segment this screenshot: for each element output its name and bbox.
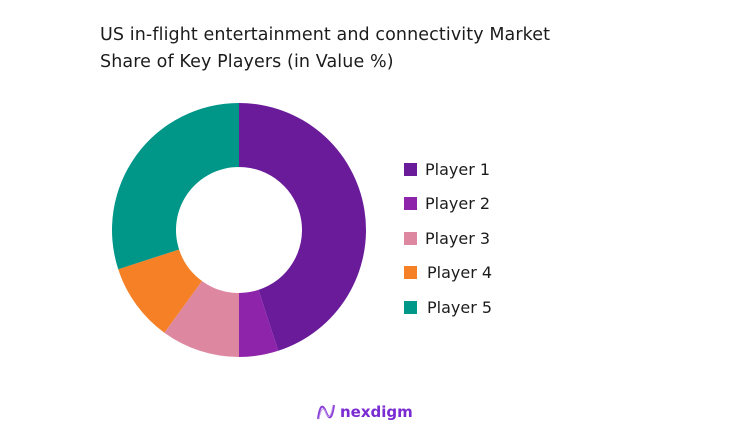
legend: Player 1 Player 2 Player 3 Player 4 Play… [404, 152, 492, 325]
chart-title: US in-flight entertainment and connectiv… [100, 22, 550, 76]
donut-slices [112, 103, 366, 357]
legend-swatch [404, 300, 417, 314]
legend-label: Player 3 [425, 228, 491, 248]
legend-swatch [404, 266, 417, 280]
nexdigm-wave-logo-icon [317, 404, 335, 420]
donut-slice-player-3 [164, 280, 239, 357]
donut-slice-player-1 [239, 103, 366, 351]
legend-label: Player 2 [425, 194, 491, 214]
donut-slice-player-5 [112, 103, 239, 270]
donut-slice-player-4 [118, 249, 202, 333]
legend-swatch [404, 231, 417, 245]
legend-item-player-3: Player 3 [404, 221, 492, 256]
legend-swatch [404, 162, 417, 176]
legend-swatch [404, 197, 417, 211]
legend-label: Player 4 [427, 263, 493, 283]
legend-label: Player 1 [425, 159, 491, 179]
brand-logo: nexdigm [316, 402, 413, 422]
chart-title-line-1: US in-flight entertainment and connectiv… [100, 25, 551, 45]
legend-item-player-4: Player 4 [404, 256, 492, 291]
logo-text: nexdigm [340, 403, 413, 421]
donut-slice-player-2 [239, 289, 279, 357]
legend-item-player-1: Player 1 [404, 152, 492, 187]
chart-title-line-2: Share of Key Players (in Value %) [100, 52, 394, 72]
legend-item-player-2: Player 2 [404, 187, 492, 222]
legend-item-player-5: Player 5 [404, 290, 492, 325]
legend-label: Player 5 [427, 297, 493, 317]
